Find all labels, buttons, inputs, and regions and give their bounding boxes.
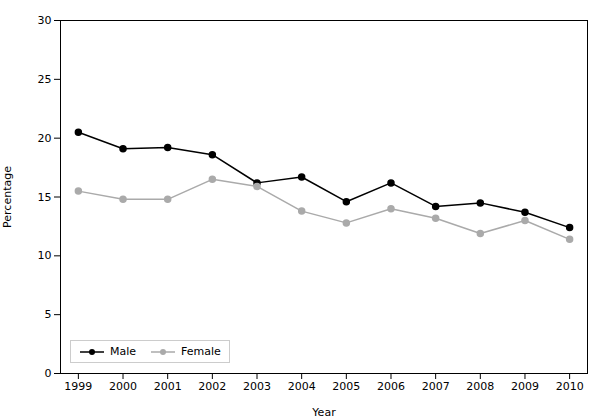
- svg-text:Percentage: Percentage: [1, 166, 14, 228]
- svg-text:25: 25: [38, 73, 52, 86]
- svg-text:2007: 2007: [422, 380, 450, 393]
- svg-text:5: 5: [45, 308, 52, 321]
- svg-text:2003: 2003: [243, 380, 271, 393]
- svg-text:0: 0: [45, 367, 52, 380]
- svg-text:2005: 2005: [332, 380, 360, 393]
- svg-text:20: 20: [38, 132, 52, 145]
- svg-text:1999: 1999: [64, 380, 92, 393]
- svg-text:2001: 2001: [154, 380, 182, 393]
- svg-text:2006: 2006: [377, 380, 405, 393]
- svg-text:2000: 2000: [109, 380, 137, 393]
- html-text:Male: Male: [110, 345, 137, 358]
- svg-text:2008: 2008: [466, 380, 494, 393]
- svg-text:2010: 2010: [556, 380, 584, 393]
- svg-text:10: 10: [38, 249, 52, 262]
- svg-text:2002: 2002: [198, 380, 226, 393]
- svg-text:30: 30: [38, 14, 52, 27]
- html-text:Female: Female: [181, 345, 221, 358]
- svg-text:15: 15: [38, 191, 52, 204]
- svg-text:2004: 2004: [288, 380, 316, 393]
- svg-text:Year: Year: [311, 406, 336, 418]
- svg-text:2009: 2009: [511, 380, 539, 393]
